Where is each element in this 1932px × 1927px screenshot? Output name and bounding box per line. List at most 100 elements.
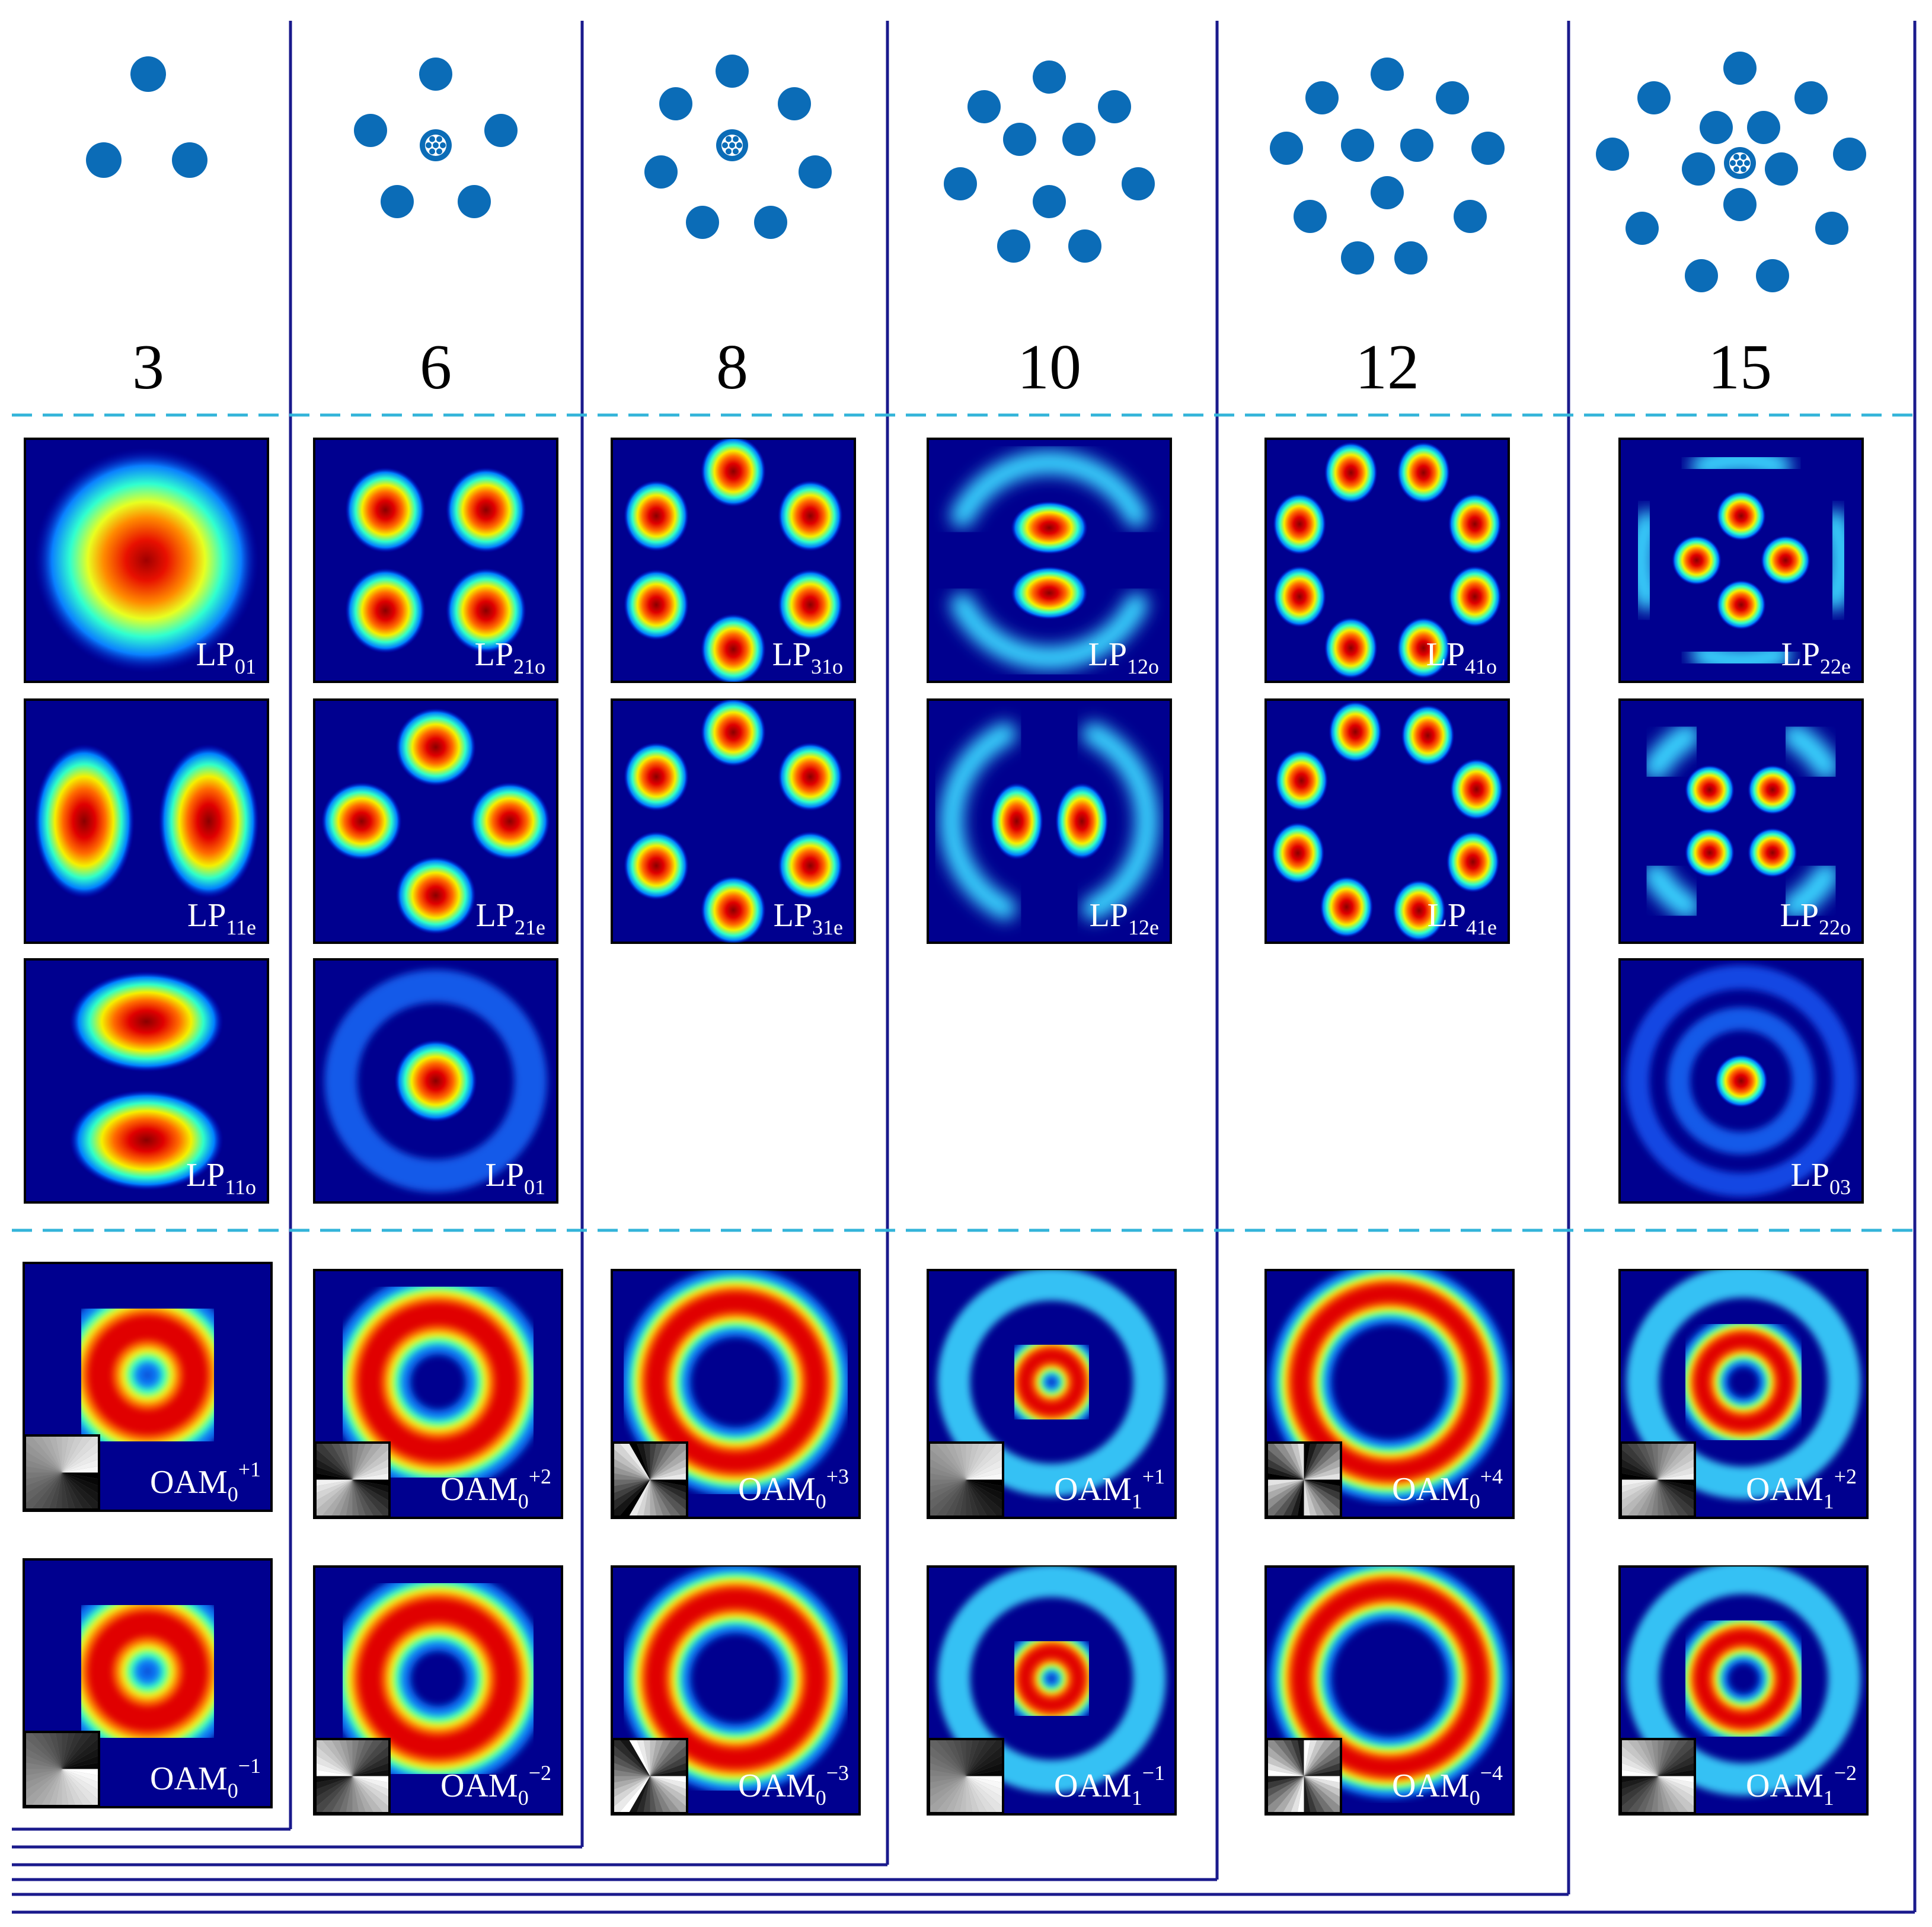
core-layout-8 [644, 55, 832, 239]
core [381, 185, 414, 218]
mode-label: LP12e [1090, 897, 1159, 939]
phase-inset [1266, 1441, 1342, 1518]
phase-inset [928, 1738, 1004, 1814]
phase-inset [928, 1441, 1004, 1518]
mode-label: OAM0−3 [738, 1761, 849, 1810]
lp-mode-panel: LP22e [1618, 438, 1864, 683]
mode-label: OAM0+2 [440, 1465, 551, 1513]
core [1815, 212, 1848, 245]
intensity-pattern [950, 451, 1149, 670]
phase-inset [24, 1434, 100, 1511]
lp-mode-panel: LP31o [611, 438, 856, 683]
mode-label: OAM0−1 [150, 1754, 261, 1802]
intensity-pattern [937, 1567, 1166, 1793]
oam-mode-panel: OAM1+1 [927, 1269, 1177, 1519]
intensity-pattern [621, 1270, 851, 1497]
core [1682, 152, 1715, 186]
core [1637, 81, 1671, 114]
lp-mode-panel: LP11o [24, 958, 269, 1204]
core [1833, 138, 1866, 171]
phase-inset [612, 1738, 688, 1814]
oam-mode-panel: OAM0+3 [611, 1269, 861, 1519]
intensity-pattern [937, 1270, 1166, 1497]
core-count-label: 10 [1017, 332, 1081, 403]
oam-mode-panel: OAM0+2 [313, 1269, 563, 1519]
mode-label: LP41o [1426, 636, 1497, 678]
phase-inset [314, 1738, 391, 1814]
lp-mode-panel: LP21o [313, 438, 558, 683]
core [686, 206, 719, 239]
mode-label: OAM1+1 [1054, 1465, 1165, 1513]
core [484, 114, 518, 147]
mode-label: LP22e [1781, 636, 1851, 678]
core-layout-15 [1596, 52, 1866, 292]
mode-label: LP11e [187, 897, 256, 939]
core [1270, 132, 1303, 165]
mode-label: OAM0+4 [1392, 1465, 1503, 1513]
intensity-pattern [940, 722, 1159, 921]
core-count-labels: 3 6 8 10 12 15 [132, 332, 1772, 403]
mode-label: OAM0+1 [150, 1457, 261, 1506]
intensity-pattern [624, 439, 843, 682]
lp-mode-panel: LP01 [313, 958, 558, 1204]
core [1122, 167, 1155, 200]
intensity-pattern [1626, 1567, 1861, 1796]
core [1596, 138, 1629, 171]
intensity-pattern [329, 1273, 547, 1491]
lp-mode-panel: LP12e [927, 698, 1172, 944]
intensity-pattern [69, 971, 223, 1191]
core [1685, 259, 1718, 292]
core [754, 206, 787, 239]
core [458, 185, 491, 218]
phase-inset [1620, 1441, 1696, 1518]
intensity-pattern [1626, 1270, 1861, 1500]
core [86, 142, 122, 178]
frame-lines [12, 21, 1917, 1914]
core [778, 87, 811, 120]
intensity-pattern [34, 448, 259, 673]
core [1436, 81, 1469, 114]
intensity-pattern [1271, 701, 1503, 942]
ring-core [420, 129, 452, 161]
core [1723, 188, 1757, 221]
mode-label: OAM1−2 [1746, 1761, 1857, 1810]
intensity-pattern [1626, 965, 1857, 1197]
intensity-pattern [34, 744, 259, 898]
core [659, 87, 692, 120]
phase-inset [612, 1441, 688, 1518]
oam-mode-panel: OAM0−1 [23, 1558, 273, 1808]
oam-mode-panel: OAM1+2 [1618, 1269, 1869, 1519]
core [354, 114, 387, 147]
intensity-pattern [55, 1579, 240, 1764]
core [1003, 123, 1036, 156]
lp-mode-panel: LP41e [1264, 698, 1510, 944]
phase-inset [1266, 1738, 1342, 1814]
core-layout-3 [86, 56, 207, 178]
intensity-pattern [324, 969, 547, 1192]
core [1394, 241, 1428, 275]
lp-mode-panel: LP21e [313, 698, 558, 944]
mode-label: LP12o [1088, 636, 1159, 678]
core [1400, 129, 1433, 162]
core [1371, 58, 1404, 91]
phase-inset [24, 1731, 100, 1807]
lp-mode-panel: LP22o [1618, 698, 1864, 944]
oam-mode-panel: OAM1−2 [1618, 1565, 1869, 1816]
lp-mode-panel: LP11e [24, 698, 269, 944]
core [997, 229, 1030, 263]
ring-core [716, 129, 748, 161]
core-count-label: 3 [132, 332, 164, 403]
core [1341, 241, 1374, 275]
intensity-pattern [321, 708, 550, 934]
intensity-pattern [329, 1569, 547, 1788]
intensity-pattern [1269, 1270, 1510, 1502]
core [644, 155, 678, 189]
core [1700, 111, 1733, 144]
lp-mode-panel: LP01 [24, 438, 269, 683]
core [1068, 229, 1101, 263]
intensity-pattern [1273, 442, 1502, 679]
core [1723, 52, 1757, 85]
oam-mode-panel: OAM0−2 [313, 1565, 563, 1816]
core [1305, 81, 1339, 114]
